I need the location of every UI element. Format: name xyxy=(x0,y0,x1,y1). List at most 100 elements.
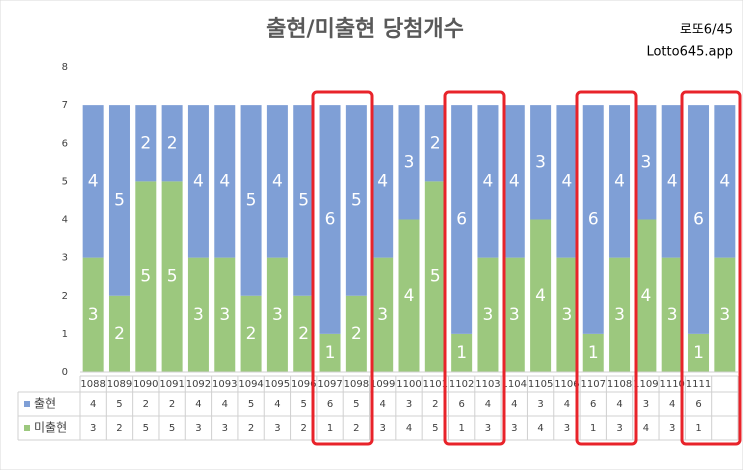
table-cell: 4 xyxy=(406,423,412,434)
table-cell: 4 xyxy=(669,399,675,410)
bar xyxy=(424,105,446,182)
bar xyxy=(688,105,710,334)
y-tick-label: 4 xyxy=(62,215,68,226)
plot: 012345678출현미출현10883344108922551090552210… xyxy=(17,62,739,441)
bar xyxy=(82,105,104,258)
bar xyxy=(635,105,657,220)
table-cell: 3 xyxy=(90,423,96,434)
table-cell: 3 xyxy=(195,423,201,434)
x-tick-label: 1094 xyxy=(238,379,263,390)
bar xyxy=(108,105,130,296)
legend-swatch xyxy=(24,425,30,431)
x-tick-label: 1096 xyxy=(291,379,316,390)
value-label: 1 xyxy=(456,343,467,363)
value-label: 4 xyxy=(377,171,388,191)
table-cell: 6 xyxy=(590,399,596,410)
bar xyxy=(477,105,499,258)
table-cell: 4 xyxy=(485,399,491,410)
table-cell: 2 xyxy=(248,423,254,434)
value-label: 3 xyxy=(483,305,494,325)
y-tick-label: 2 xyxy=(62,291,68,302)
table-cell: 4 xyxy=(616,399,622,410)
highlight-box xyxy=(575,90,638,446)
y-tick-label: 1 xyxy=(62,329,68,340)
table-cell: 3 xyxy=(379,423,385,434)
highlights xyxy=(311,90,742,446)
value-label: 5 xyxy=(167,267,178,287)
bar xyxy=(424,181,446,372)
x-tick-label: 1097 xyxy=(317,379,342,390)
table-cell: 3 xyxy=(485,423,491,434)
bar xyxy=(635,219,657,372)
table-cell: 3 xyxy=(564,423,570,434)
y-tick-label: 8 xyxy=(62,62,68,73)
x-tick-label: 1090 xyxy=(133,379,158,390)
table-cell: 6 xyxy=(695,399,701,410)
table-cell: 3 xyxy=(669,423,675,434)
bar xyxy=(477,257,499,372)
value-label: 3 xyxy=(562,305,573,325)
value-label: 3 xyxy=(667,305,678,325)
bar xyxy=(398,219,420,372)
value-label: 5 xyxy=(114,190,125,210)
table-cell: 3 xyxy=(511,423,517,434)
value-label: 1 xyxy=(325,343,336,363)
bar xyxy=(372,257,394,372)
value-label: 1 xyxy=(693,343,704,363)
bar xyxy=(135,181,157,372)
x-tick-label: 1106 xyxy=(554,379,579,390)
bar xyxy=(240,105,262,296)
table-cell: 4 xyxy=(90,399,96,410)
bar xyxy=(530,105,552,220)
value-label: 4 xyxy=(614,171,625,191)
value-label: 4 xyxy=(219,171,230,191)
value-label: 3 xyxy=(377,305,388,325)
annotation: 로또6/45 xyxy=(680,23,733,38)
table-cell: 4 xyxy=(379,399,385,410)
x-tick-label: 1099 xyxy=(370,379,395,390)
value-label: 6 xyxy=(325,210,336,230)
x-tick-label: 1107 xyxy=(581,379,606,390)
value-label: 2 xyxy=(298,324,309,344)
y-tick-label: 5 xyxy=(62,176,68,187)
table-cell: 6 xyxy=(327,399,333,410)
bar xyxy=(108,295,130,372)
bar xyxy=(161,105,183,182)
x-tick-label: 1093 xyxy=(212,379,237,390)
value-label: 3 xyxy=(614,305,625,325)
table-cell: 6 xyxy=(458,399,464,410)
bar xyxy=(240,295,262,372)
bar xyxy=(556,257,578,372)
value-label: 3 xyxy=(640,152,651,172)
value-label: 1 xyxy=(588,343,599,363)
value-label: 3 xyxy=(193,305,204,325)
bar xyxy=(530,219,552,372)
table-cell: 4 xyxy=(564,399,570,410)
bar xyxy=(187,105,209,258)
table-cell: 4 xyxy=(537,423,543,434)
highlight-box xyxy=(311,90,374,446)
y-tick-label: 0 xyxy=(62,367,68,378)
table-cell: 2 xyxy=(169,399,175,410)
x-tick-label: 1105 xyxy=(528,379,553,390)
value-label: 4 xyxy=(719,171,730,191)
value-label: 4 xyxy=(509,171,520,191)
bar xyxy=(293,105,315,296)
table-cell: 1 xyxy=(458,423,464,434)
value-label: 3 xyxy=(88,305,99,325)
x-tick-label: 1110 xyxy=(659,379,684,390)
table-cell: 5 xyxy=(143,423,149,434)
value-label: 3 xyxy=(404,152,415,172)
table-cell: 3 xyxy=(616,423,622,434)
table-cell: 4 xyxy=(643,423,649,434)
bar xyxy=(214,257,236,372)
value-label: 4 xyxy=(483,171,494,191)
table-cell: 5 xyxy=(353,399,359,410)
table-cell: 3 xyxy=(406,399,412,410)
table-cell: 4 xyxy=(222,399,228,410)
value-label: 5 xyxy=(351,190,362,210)
bar xyxy=(582,333,604,372)
bar xyxy=(372,105,394,258)
value-label: 4 xyxy=(640,286,651,306)
